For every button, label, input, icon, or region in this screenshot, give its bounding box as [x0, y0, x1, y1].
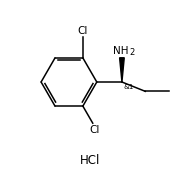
Text: Cl: Cl	[78, 26, 88, 36]
Text: HCl: HCl	[80, 154, 101, 167]
Text: 2: 2	[130, 48, 135, 57]
Text: NH: NH	[113, 46, 129, 56]
Text: &1: &1	[123, 84, 134, 90]
Text: Cl: Cl	[89, 125, 99, 135]
Polygon shape	[120, 58, 124, 82]
